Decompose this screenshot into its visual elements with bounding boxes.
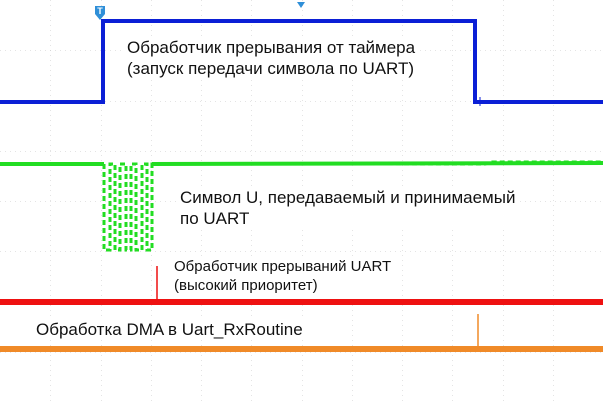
annotation-dma-line1: Обработка DMA в Uart_RxRoutine [34,319,305,341]
annotation-uart-symbol: Символ U, передаваемый и принимаемый по … [178,187,518,230]
annotation-uart-isr-line2: (высокий приоритет) [172,276,394,296]
center-marker-icon [297,2,305,8]
annotation-uart-symbol-line1: Символ U, передаваемый и принимаемый [178,187,518,209]
annotation-uart-symbol-line2: по UART [178,208,518,230]
annotation-timer-isr: Обработчик прерывания от таймера (запуск… [125,37,418,80]
annotation-timer-isr-line2: (запуск передачи символа по UART) [125,58,418,80]
annotation-dma: Обработка DMA в Uart_RxRoutine [34,319,305,341]
channel-2-trace [0,160,603,252]
trigger-marker-glyph: T [97,6,103,16]
annotation-uart-isr: Обработчик прерываний UART (высокий прио… [172,258,394,296]
channel-1-trace [0,19,603,104]
channel-2-idle-right [151,161,603,166]
trigger-marker-icon: T [95,6,105,20]
annotation-uart-isr-line1: Обработчик прерываний UART [172,258,394,277]
annotation-timer-isr-line1: Обработчик прерывания от таймера [125,37,418,59]
